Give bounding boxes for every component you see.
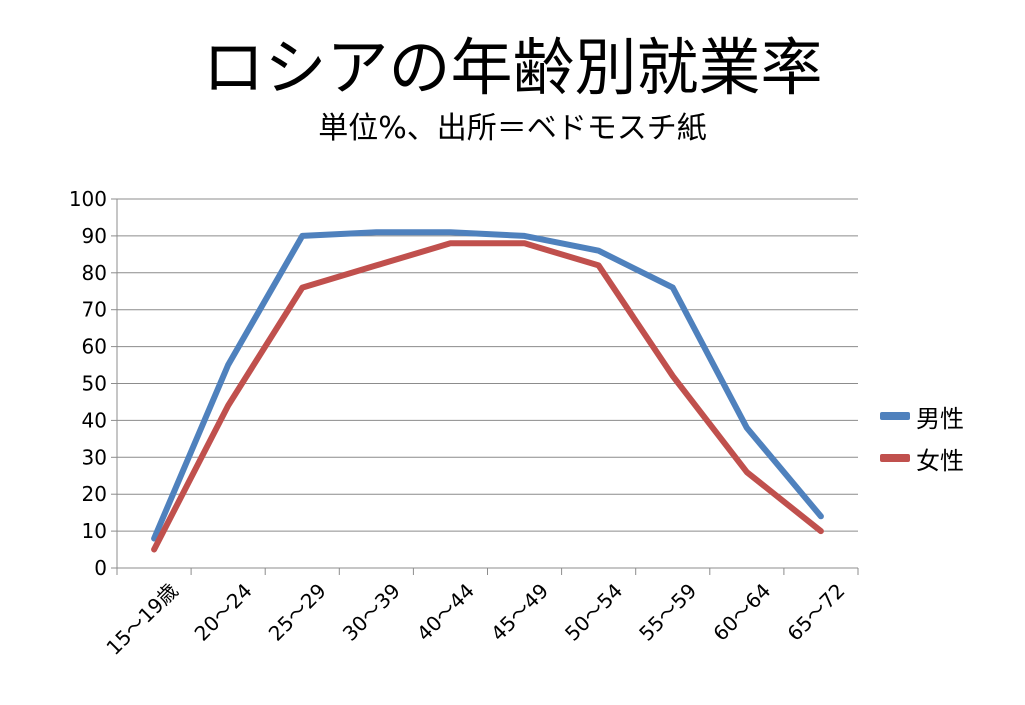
x-tick-label: 15～19歳	[101, 579, 182, 660]
legend: 男性 女性	[880, 395, 964, 479]
chart-subtitle: 単位%、出所＝ベドモスチ紙	[318, 111, 707, 146]
series-line-1	[151, 240, 824, 553]
chart-title: ロシアの年齢別就業率	[202, 31, 823, 104]
x-tick-label: 45～49	[486, 579, 553, 646]
legend-item-female: 女性	[880, 437, 964, 479]
y-tick-label: 50	[82, 372, 107, 396]
x-tick-label: 60～64	[708, 579, 775, 646]
legend-label-female: 女性	[916, 446, 964, 475]
x-tick-label: 65～72	[782, 579, 849, 646]
y-tick-label: 90	[82, 224, 107, 248]
x-tick-label: 20～24	[190, 579, 257, 646]
x-tick-label: 40～44	[412, 579, 479, 646]
x-tick-label: 30～39	[338, 579, 405, 646]
legend-item-male: 男性	[880, 395, 964, 437]
legend-swatch-female	[880, 454, 910, 462]
x-tick-label: 25～29	[264, 579, 331, 646]
x-axis: 15～19歳 20～24 25～29 30～39 40～44 45～49 50～54 55～5…	[101, 567, 859, 660]
series-lines	[151, 229, 824, 553]
y-tick-label: 80	[82, 261, 107, 285]
legend-label-male: 男性	[916, 404, 964, 433]
y-tick-label: 40	[82, 408, 107, 432]
y-axis: 0 10 20 30 40 50 60 70 80 90 100	[69, 187, 118, 580]
series-line-0	[151, 229, 824, 542]
x-tick-label: 55～59	[634, 579, 701, 646]
y-tick-label: 0	[94, 556, 107, 580]
legend-swatch-male	[880, 412, 910, 420]
y-tick-label: 70	[82, 298, 107, 322]
y-tick-label: 30	[82, 445, 107, 469]
y-tick-label: 20	[82, 482, 107, 506]
y-tick-label: 60	[82, 335, 107, 359]
y-tick-label: 100	[69, 187, 107, 211]
y-tick-label: 10	[82, 519, 107, 543]
x-tick-label: 50～54	[560, 579, 627, 646]
